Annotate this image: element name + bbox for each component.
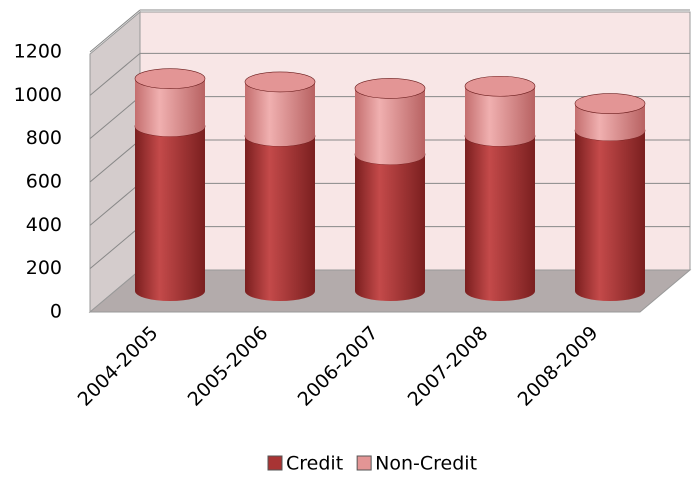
cylinder-body xyxy=(135,78,205,137)
legend-swatch xyxy=(356,455,372,471)
cylinder-body xyxy=(245,136,315,301)
x-tick-label: 2008-2009 xyxy=(514,322,603,411)
x-tick-label: 2007-2008 xyxy=(404,322,493,411)
cylinder-top xyxy=(464,75,536,97)
side-wall xyxy=(89,10,141,314)
cylinder-body xyxy=(465,136,535,301)
x-tick-label: 2006-2007 xyxy=(294,322,383,411)
y-tick-label: 600 xyxy=(26,171,62,193)
cylinder-top xyxy=(134,68,206,89)
legend-label: Non-Credit xyxy=(375,453,477,475)
grid-line xyxy=(89,52,141,96)
cylinder-body xyxy=(245,81,315,147)
y-tick-label: 800 xyxy=(26,127,62,149)
y-tick-label: 1200 xyxy=(14,41,62,63)
y-tick-label: 0 xyxy=(50,301,62,323)
grid-line xyxy=(89,96,141,140)
x-tick-label: 2005-2006 xyxy=(184,322,273,411)
x-tick-label: 2004-2005 xyxy=(74,322,163,411)
cylinder-body xyxy=(575,130,645,301)
cylinder-body xyxy=(355,88,425,165)
y-tick-label: 200 xyxy=(26,257,62,279)
cylinder-body xyxy=(355,154,425,301)
cylinder-top xyxy=(244,71,316,93)
y-tick-label: 400 xyxy=(26,214,62,236)
cylinder-top xyxy=(574,93,646,114)
grid-line xyxy=(89,9,141,53)
cylinder-top xyxy=(354,78,426,99)
grid-line xyxy=(89,226,141,270)
y-tick-label: 1000 xyxy=(14,84,62,106)
grid-line xyxy=(89,139,141,183)
cylinder-body xyxy=(575,103,645,141)
cylinder-body xyxy=(465,86,535,147)
grid-line xyxy=(89,182,141,226)
legend-label: Credit xyxy=(286,453,343,475)
cylinder-body xyxy=(135,126,205,301)
legend-swatch xyxy=(267,455,283,471)
